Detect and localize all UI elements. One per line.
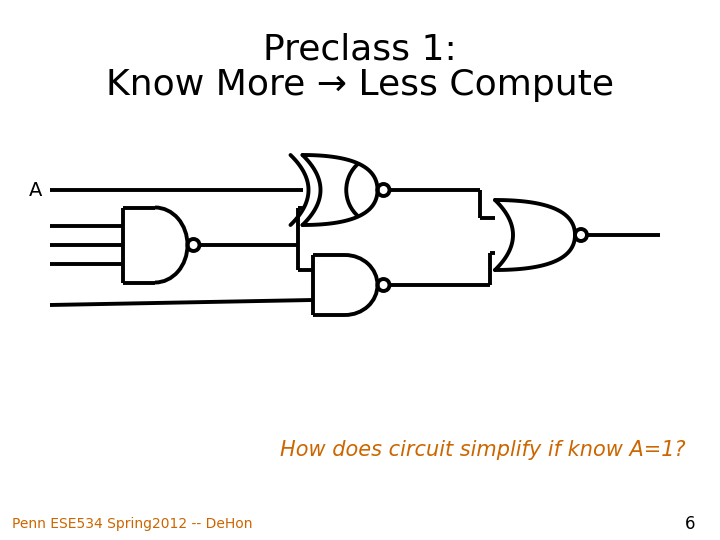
Text: A: A	[29, 180, 42, 199]
Text: 6: 6	[685, 515, 695, 533]
Text: Know More → Less Compute: Know More → Less Compute	[106, 68, 614, 102]
Text: How does circuit simplify if know A=1?: How does circuit simplify if know A=1?	[280, 440, 685, 460]
Text: Penn ESE534 Spring2012 -- DeHon: Penn ESE534 Spring2012 -- DeHon	[12, 517, 253, 531]
Text: Preclass 1:: Preclass 1:	[263, 33, 457, 67]
